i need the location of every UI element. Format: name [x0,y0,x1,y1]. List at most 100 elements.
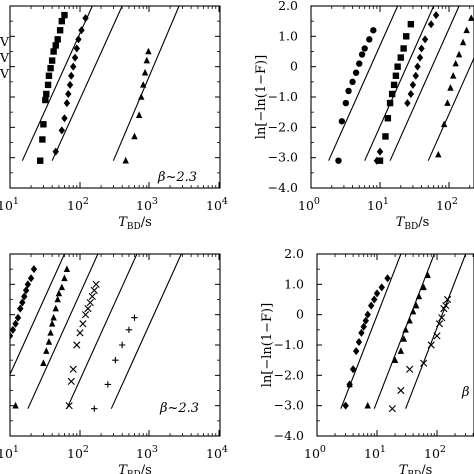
x-tick-label: 100 [304,444,326,461]
diamond-marker [58,126,66,135]
square-marker [384,115,392,122]
y-tick-label: 1.0 [284,276,304,291]
square-marker [48,57,56,64]
x-tick-label: 104 [206,196,228,213]
diamond-marker [78,26,85,35]
x-tick-label: 103 [136,444,158,461]
diamond-marker [68,71,75,80]
diamond-marker [10,325,17,334]
weibull-fit-line [405,254,467,409]
diamond-marker [63,99,71,108]
y-axis-label: ln[−ln(1−F)] [254,55,269,139]
circle-marker [349,78,356,86]
x-tick-base: 10 [304,446,320,461]
triangle-marker [43,347,50,354]
square-marker [407,21,415,28]
triangle-marker [12,401,19,409]
x-tick-label: 102 [67,444,89,461]
plus-marker [131,314,138,321]
diamond-marker [414,62,421,71]
triangle-marker [48,319,56,327]
diamond-marker [82,14,89,23]
legend-entry: V [0,50,10,65]
diamond-marker [73,44,80,53]
circle-marker [335,157,342,164]
triangle-marker [406,316,413,324]
circle-marker [361,45,368,52]
diamond-marker [12,319,19,328]
square-marker [58,17,66,25]
x-marker [67,377,75,385]
triangle-marker [54,295,61,303]
diamond-marker [52,147,59,156]
x-marker [86,298,94,307]
plus-marker [112,356,119,364]
x-axis-label: TBD/s [399,463,433,474]
diamond-marker [24,280,32,289]
x-tick-label: 104 [206,444,228,461]
x-tick-base: 10 [136,446,152,461]
triangle-marker [50,313,57,321]
x-marker [427,341,435,349]
x-tick-exponent: 1 [13,444,19,455]
diamond-marker [367,301,375,310]
diamond-marker [19,298,26,307]
diamond-marker [22,286,30,295]
x-marker [406,365,414,373]
triangle-marker [420,283,427,291]
triangle-marker [63,265,71,272]
y-tick-label: −3.0 [274,398,304,413]
y-tick-label: 2.0 [284,246,304,261]
x-axis-label: TBD/s [396,215,430,232]
diamond-marker [358,328,365,337]
square-marker [394,63,401,70]
weibull-fit-line [328,6,399,161]
x-tick-label: 102 [67,196,89,213]
diamond-marker [427,20,435,29]
x-tick-base: 10 [67,198,83,213]
diamond-marker [407,89,415,98]
diamond-marker [4,341,10,349]
x-tick-label: 100 [298,196,320,213]
x-tick-exponent: 2 [440,444,446,455]
x-marker [388,405,396,413]
x-tick-base: 10 [206,198,222,213]
triangle-marker [61,274,68,282]
y-tick-label: −1.0 [274,337,304,352]
diamond-marker [362,316,369,325]
diamond-marker [371,295,378,304]
x-axis-label-main: T [118,463,128,474]
x-tick-base: 10 [0,446,13,461]
triangle-marker [346,380,353,388]
triangle-marker [424,271,431,279]
x-tick-exponent: 2 [452,196,458,207]
diamond-marker [61,114,68,123]
diamond-marker [360,322,367,331]
diamond-marker [373,156,381,165]
diamond-marker [71,53,79,62]
diamond-marker [412,71,419,80]
x-axis-label-sub: BD [404,222,418,232]
plus-marker [91,405,98,412]
x-marker [88,292,96,301]
weibull-fit-line [389,6,460,161]
x-marker [397,386,405,395]
diamond-marker [349,365,357,374]
triangle-marker [463,26,470,34]
x-marker [84,305,92,313]
triangle-marker [47,329,54,336]
triangle-marker [415,292,423,300]
x-axis-label: TBD/s [118,215,152,232]
triangle-marker [141,68,149,76]
x-marker [79,320,87,328]
y-axis-label: ln[−ln(1−F)] [260,303,275,387]
square-marker [388,90,396,98]
x-marker [65,402,73,410]
x-axis-label-sub: BD [407,470,421,474]
square-marker [392,72,400,79]
diamond-marker [378,283,385,292]
square-marker [56,27,64,34]
x-tick-label: 101 [0,196,19,213]
x-axis-label-main: T [399,463,409,474]
x-tick-base: 10 [206,446,222,461]
